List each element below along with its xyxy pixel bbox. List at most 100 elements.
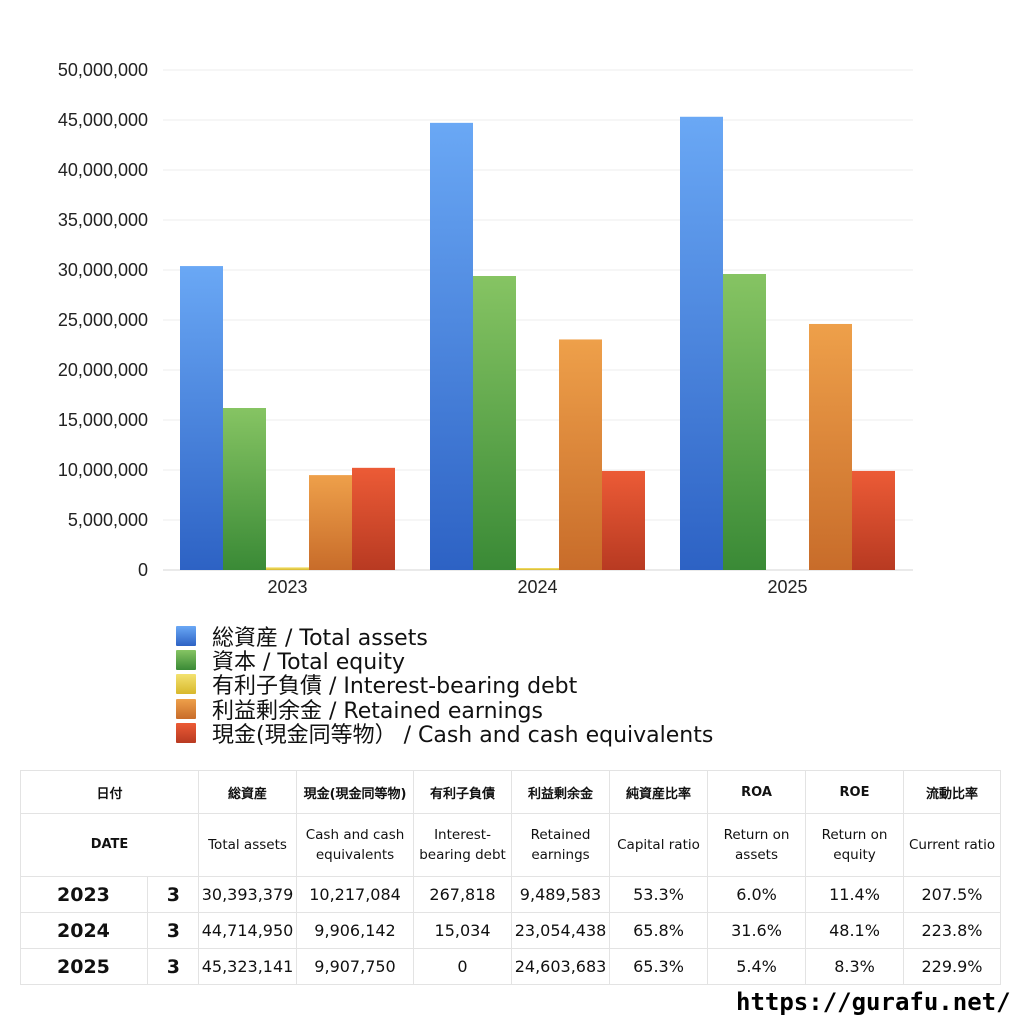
chart-legend: 総資産 / Total assets 資本 / Total equity 有利子… bbox=[176, 624, 713, 748]
legend-item-total-equity: 資本 / Total equity bbox=[176, 648, 713, 675]
x-category-label: 2025 bbox=[767, 577, 807, 597]
cell-debt: 0 bbox=[413, 948, 513, 985]
cell-total-assets: 30,393,379 bbox=[198, 876, 298, 913]
header-roe-ja: ROE bbox=[805, 770, 905, 814]
cell-current-ratio: 223.8% bbox=[903, 912, 1002, 949]
table-row: 2024 3 44,714,950 9,906,142 15,034 23,05… bbox=[20, 912, 1002, 949]
cell-roa: 5.4% bbox=[707, 948, 807, 985]
header-roa-ja: ROA bbox=[707, 770, 807, 814]
cell-cash: 9,906,142 bbox=[296, 912, 415, 949]
cell-roe: 48.1% bbox=[805, 912, 905, 949]
bar-chart: 0 5,000,000 10,000,000 15,000,000 20,000,000… bbox=[58, 60, 913, 597]
x-category-label: 2023 bbox=[267, 577, 307, 597]
bar-2025-series-4 bbox=[852, 470, 895, 570]
y-tick-label: 30,000,000 bbox=[58, 260, 148, 280]
cell-total-assets: 45,323,141 bbox=[198, 948, 298, 985]
site-url: https://gurafu.net/ bbox=[736, 988, 1011, 1016]
legend-swatch-total-assets bbox=[176, 626, 196, 647]
header-debt-en: Interest-bearing debt bbox=[413, 813, 513, 877]
header-date-en: DATE bbox=[19, 813, 200, 877]
bar-2024-series-1 bbox=[473, 276, 516, 570]
cell-retained: 24,603,683 bbox=[511, 948, 611, 985]
legend-item-retained-earnings: 利益剰余金 / Retained earnings bbox=[176, 697, 713, 724]
cell-month: 3 bbox=[146, 876, 200, 913]
header-current-ratio-ja: 流動比率 bbox=[903, 770, 1002, 814]
header-cash-ja: 現金(現金同等物) bbox=[296, 770, 415, 814]
legend-label-cash: 現金(現金同等物） / Cash and cash equivalents bbox=[212, 722, 714, 748]
cell-year: 2024 bbox=[20, 912, 148, 949]
cell-month: 3 bbox=[146, 912, 200, 949]
y-tick-label: 10,000,000 bbox=[58, 460, 148, 480]
header-roa-en: Return on assets bbox=[707, 813, 807, 877]
bar-2023-series-3 bbox=[309, 475, 352, 570]
cell-capital-ratio: 53.3% bbox=[609, 876, 709, 913]
table-row: 2023 3 30,393,379 10,217,084 267,818 9,4… bbox=[20, 876, 1002, 913]
cell-current-ratio: 207.5% bbox=[903, 876, 1002, 913]
cell-cash: 10,217,084 bbox=[296, 876, 415, 913]
table-header-english: DATE Total assets Cash and cash equivale… bbox=[19, 813, 1002, 877]
cell-debt: 15,034 bbox=[413, 912, 513, 949]
bar-2025-series-3 bbox=[809, 323, 852, 570]
legend-label-total-assets: 総資産 / Total assets bbox=[212, 626, 428, 652]
legend-label-retained-earnings: 利益剰余金 / Retained earnings bbox=[212, 698, 543, 724]
y-tick-label: 5,000,000 bbox=[68, 510, 148, 530]
table-row: 2025 3 45,323,141 9,907,750 0 24,603,683… bbox=[20, 948, 1002, 985]
y-tick-label: 40,000,000 bbox=[58, 160, 148, 180]
cell-roe: 11.4% bbox=[805, 876, 905, 913]
x-category-label: 2024 bbox=[517, 577, 557, 597]
legend-swatch-interest-bearing-debt bbox=[176, 674, 196, 695]
financial-data-table: 日付 総資産 現金(現金同等物) 有利子負債 利益剰余金 純資産比率 ROA R… bbox=[19, 770, 1002, 985]
cell-roe: 8.3% bbox=[805, 948, 905, 985]
y-tick-label: 45,000,000 bbox=[58, 110, 148, 130]
header-cash-en: Cash and cash equivalents bbox=[296, 813, 415, 877]
bar-2024-series-4 bbox=[602, 470, 645, 570]
header-capital-ratio-ja: 純資産比率 bbox=[609, 770, 709, 814]
header-debt-ja: 有利子負債 bbox=[413, 770, 513, 814]
cell-year: 2023 bbox=[20, 876, 148, 913]
cell-year: 2025 bbox=[20, 948, 148, 985]
legend-label-interest-bearing-debt: 有利子負債 / Interest-bearing debt bbox=[212, 674, 578, 700]
legend-swatch-cash bbox=[176, 722, 196, 743]
y-tick-label: 20,000,000 bbox=[58, 360, 148, 380]
header-total-assets-en: Total assets bbox=[198, 813, 298, 877]
bar-2024-series-0 bbox=[430, 122, 473, 571]
cell-roa: 31.6% bbox=[707, 912, 807, 949]
cell-retained: 23,054,438 bbox=[511, 912, 611, 949]
bar-2023-series-1 bbox=[223, 408, 266, 570]
cell-month: 3 bbox=[146, 948, 200, 985]
grid-lines bbox=[163, 69, 913, 571]
y-tick-label: 50,000,000 bbox=[58, 60, 148, 80]
legend-item-cash: 現金(現金同等物） / Cash and cash equivalents bbox=[176, 721, 713, 748]
cell-cash: 9,907,750 bbox=[296, 948, 415, 985]
cell-capital-ratio: 65.8% bbox=[609, 912, 709, 949]
y-tick-label: 15,000,000 bbox=[58, 410, 148, 430]
y-tick-label: 0 bbox=[138, 560, 148, 580]
legend-item-interest-bearing-debt: 有利子負債 / Interest-bearing debt bbox=[176, 672, 713, 699]
bar-2025-series-1 bbox=[723, 274, 766, 570]
legend-item-total-assets: 総資産 / Total assets bbox=[176, 624, 713, 651]
cell-current-ratio: 229.9% bbox=[903, 948, 1002, 985]
cell-capital-ratio: 65.3% bbox=[609, 948, 709, 985]
header-date-ja: 日付 bbox=[19, 770, 200, 814]
cell-total-assets: 44,714,950 bbox=[198, 912, 298, 949]
table-header-japanese: 日付 総資産 現金(現金同等物) 有利子負債 利益剰余金 純資産比率 ROA R… bbox=[19, 770, 1002, 814]
header-current-ratio-en: Current ratio bbox=[903, 813, 1002, 877]
legend-swatch-total-equity bbox=[176, 650, 196, 671]
header-total-assets-ja: 総資産 bbox=[198, 770, 298, 814]
legend-label-total-equity: 資本 / Total equity bbox=[212, 650, 405, 676]
cell-roa: 6.0% bbox=[707, 876, 807, 913]
x-axis-category-labels: 2023 2024 2025 bbox=[267, 577, 807, 597]
header-roe-en: Return on equity bbox=[805, 813, 905, 877]
cell-retained: 9,489,583 bbox=[511, 876, 611, 913]
bars bbox=[180, 116, 895, 571]
y-axis-tick-labels: 0 5,000,000 10,000,000 15,000,000 20,000,000… bbox=[58, 60, 148, 580]
header-capital-ratio-en: Capital ratio bbox=[609, 813, 709, 877]
bar-2024-series-3 bbox=[559, 339, 602, 570]
bar-2023-series-0 bbox=[180, 266, 223, 570]
y-tick-label: 35,000,000 bbox=[58, 210, 148, 230]
header-retained-en: Retained earnings bbox=[511, 813, 611, 877]
bar-2023-series-2 bbox=[266, 567, 309, 570]
legend-swatch-retained-earnings bbox=[176, 698, 196, 719]
header-retained-ja: 利益剰余金 bbox=[511, 770, 611, 814]
cell-debt: 267,818 bbox=[413, 876, 513, 913]
